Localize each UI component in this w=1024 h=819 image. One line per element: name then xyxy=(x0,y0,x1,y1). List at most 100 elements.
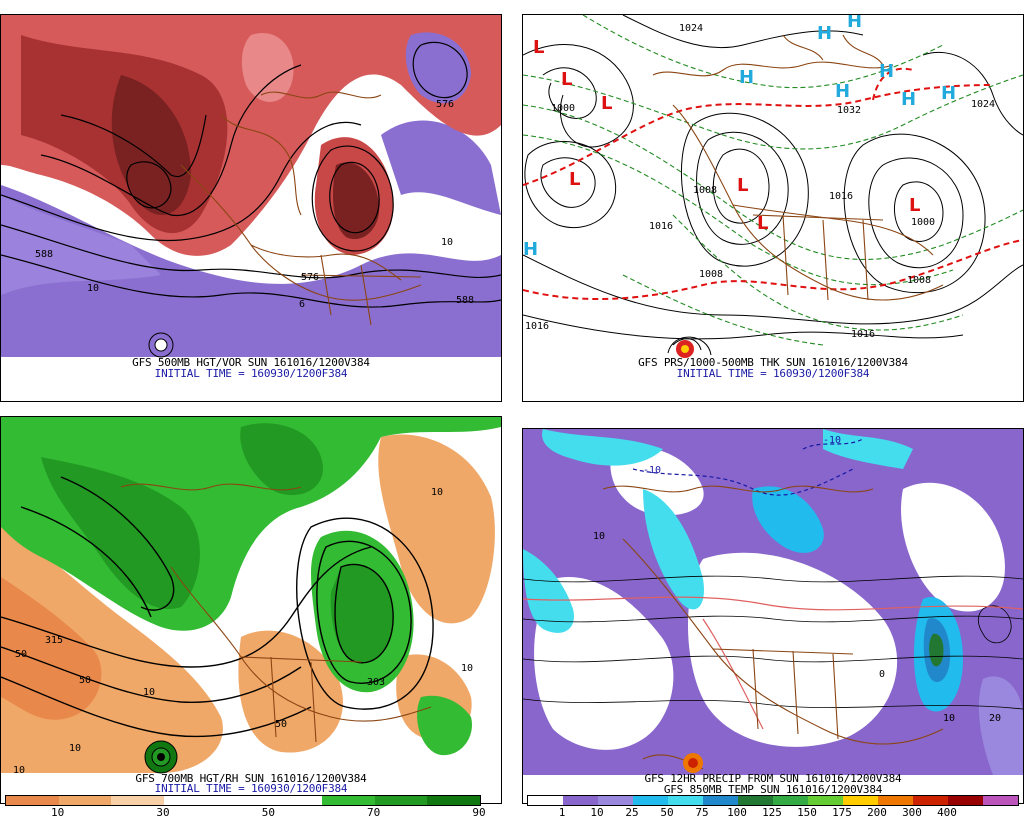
isobar-label: 1032 xyxy=(837,105,861,116)
initial-time: INITIAL TIME = 160930/1200F384 xyxy=(154,367,348,380)
high-pressure-center: H xyxy=(941,83,956,104)
isobar-label: 1024 xyxy=(971,99,995,110)
isobar-label: 1016 xyxy=(851,329,875,340)
isobar-label: 1016 xyxy=(649,221,673,232)
panel-title: GFS 12HR PRECIP FROM SUN 161016/1200V384 xyxy=(644,772,902,785)
isobar-label: 1024 xyxy=(679,23,703,34)
panel-precip-850mb-temp: -10 -10 10 10 20 0 GFS 12HR PRECIP FROM … xyxy=(522,428,1024,804)
contour-label: 588 xyxy=(456,295,474,306)
low-pressure-center: L xyxy=(569,169,580,190)
colorbar-swatch xyxy=(843,796,878,805)
colorbar-tick-label: 50 xyxy=(660,806,674,819)
colorbar-tick-label: 30 xyxy=(156,806,170,819)
colorbar-tick-label: 175 xyxy=(832,806,852,819)
colorbar-swatch xyxy=(983,796,1018,805)
contour-label: 10 xyxy=(461,663,473,674)
contour-label: 576 xyxy=(436,99,454,110)
contour-label: 0 xyxy=(879,669,885,680)
colorbar-tick-label: 25 xyxy=(625,806,639,819)
contour-label: 10 xyxy=(69,743,81,754)
contour-label: 10 xyxy=(87,283,99,294)
contour-label: 10 xyxy=(431,487,443,498)
initial-time: INITIAL TIME = 160930/1200F384 xyxy=(154,782,348,795)
colorbar-swatch xyxy=(948,796,983,805)
colorbar-tick-label: 100 xyxy=(727,806,747,819)
panel-500mb-hgt-vor: 588 576 576 6 10 10 588 GFS 500MB HGT/VO… xyxy=(0,14,502,402)
high-pressure-center: H xyxy=(879,61,894,82)
high-pressure-center: H xyxy=(835,81,850,102)
colorbar-tick-label: 70 xyxy=(367,806,381,819)
colorbar-tick-label: 1 xyxy=(558,806,566,819)
high-pressure-center: H xyxy=(523,239,538,260)
colorbar-tick-label: 300 xyxy=(902,806,922,819)
contour-label: 50 xyxy=(79,675,91,686)
isobar-label: 1008 xyxy=(907,275,931,286)
colorbar-swatch xyxy=(703,796,738,805)
isobar-label: 1000 xyxy=(551,103,575,114)
colorbar-tick-label: 90 xyxy=(472,806,486,819)
contour-label: 303 xyxy=(367,677,385,688)
map-700mb: 10 10 10 50 50 10 303 10 50 315 xyxy=(1,417,501,776)
colorbar-swatch xyxy=(773,796,808,805)
colorbar-swatch xyxy=(913,796,948,805)
colorbar-tick-label: 10 xyxy=(51,806,65,819)
panel-title: GFS PRS/1000-500MB THK SUN 161016/1200V3… xyxy=(638,356,908,369)
contour-label: 50 xyxy=(275,719,287,730)
isobar-label: 1008 xyxy=(693,185,717,196)
low-pressure-center: L xyxy=(909,195,920,216)
colorbar-swatch xyxy=(322,796,375,805)
colorbar-swatch xyxy=(668,796,703,805)
high-pressure-center: H xyxy=(901,89,916,110)
colorbar-swatch xyxy=(269,796,323,805)
contour-label: 20 xyxy=(989,713,1001,724)
precip-colorbar xyxy=(527,795,1019,806)
panel-title: GFS 700MB HGT/RH SUN 161016/1200V384 xyxy=(135,772,367,785)
low-pressure-center: L xyxy=(737,175,748,196)
colorbar-swatch xyxy=(598,796,633,805)
panel-subtitle: GFS 850MB TEMP SUN 161016/1200V384 xyxy=(663,783,883,796)
colorbar-swatch xyxy=(164,796,217,805)
contour-label: 10 xyxy=(13,765,25,776)
panel-title: GFS 500MB HGT/VOR SUN 161016/1200V384 xyxy=(132,356,370,369)
contour-label: 10 xyxy=(593,531,605,542)
contour-label: 576 xyxy=(301,272,319,283)
contour-label: 315 xyxy=(45,635,63,646)
colorbar-tick-label: 125 xyxy=(762,806,782,819)
high-pressure-center: H xyxy=(847,15,862,32)
contour-label: 6 xyxy=(299,299,305,310)
low-pressure-center: L xyxy=(561,69,572,90)
colorbar-swatch xyxy=(738,796,773,805)
panel-700mb-hgt-rh: 10 10 10 50 50 10 303 10 50 315 GFS 700M… xyxy=(0,416,502,804)
colorbar-tick-label: 50 xyxy=(261,806,275,819)
colorbar-swatch xyxy=(374,796,428,805)
panel-pressure-thickness: L L L L L L L H H H H H H H H 1024 1000 … xyxy=(522,14,1024,402)
isobar-label: 1000 xyxy=(911,217,935,228)
contour-label: 10 xyxy=(943,713,955,724)
rh-colorbar xyxy=(5,795,481,806)
colorbar-swatch xyxy=(216,796,270,805)
map-pressure-thickness: L L L L L L L H H H H H H H H 1024 1000 … xyxy=(523,15,1023,358)
colorbar-swatch xyxy=(427,796,481,805)
colorbar-swatch xyxy=(563,796,598,805)
contour-label: 10 xyxy=(143,687,155,698)
colorbar-swatch xyxy=(111,796,165,805)
isobar-label: 1016 xyxy=(525,321,549,332)
colorbar-swatch xyxy=(58,796,112,805)
map-500mb: 588 576 576 6 10 10 588 xyxy=(1,15,501,358)
colorbar-tick-label: 200 xyxy=(867,806,887,819)
initial-time: INITIAL TIME = 160930/1200F384 xyxy=(676,367,870,380)
map-precip: -10 -10 10 10 20 0 xyxy=(523,429,1023,775)
colorbar-swatch xyxy=(6,796,59,805)
colorbar-swatch xyxy=(528,796,563,805)
colorbar-tick-label: 10 xyxy=(590,806,604,819)
colorbar-swatch xyxy=(878,796,913,805)
isobar-label: 1008 xyxy=(699,269,723,280)
colorbar-swatch xyxy=(808,796,843,805)
contour-label: 588 xyxy=(35,249,53,260)
contour-label: -10 xyxy=(643,465,661,476)
high-pressure-center: H xyxy=(817,23,832,44)
contour-label: 10 xyxy=(441,237,453,248)
colorbar-tick-label: 400 xyxy=(937,806,957,819)
colorbar-tick-label: 75 xyxy=(695,806,709,819)
low-pressure-center: L xyxy=(757,213,768,234)
